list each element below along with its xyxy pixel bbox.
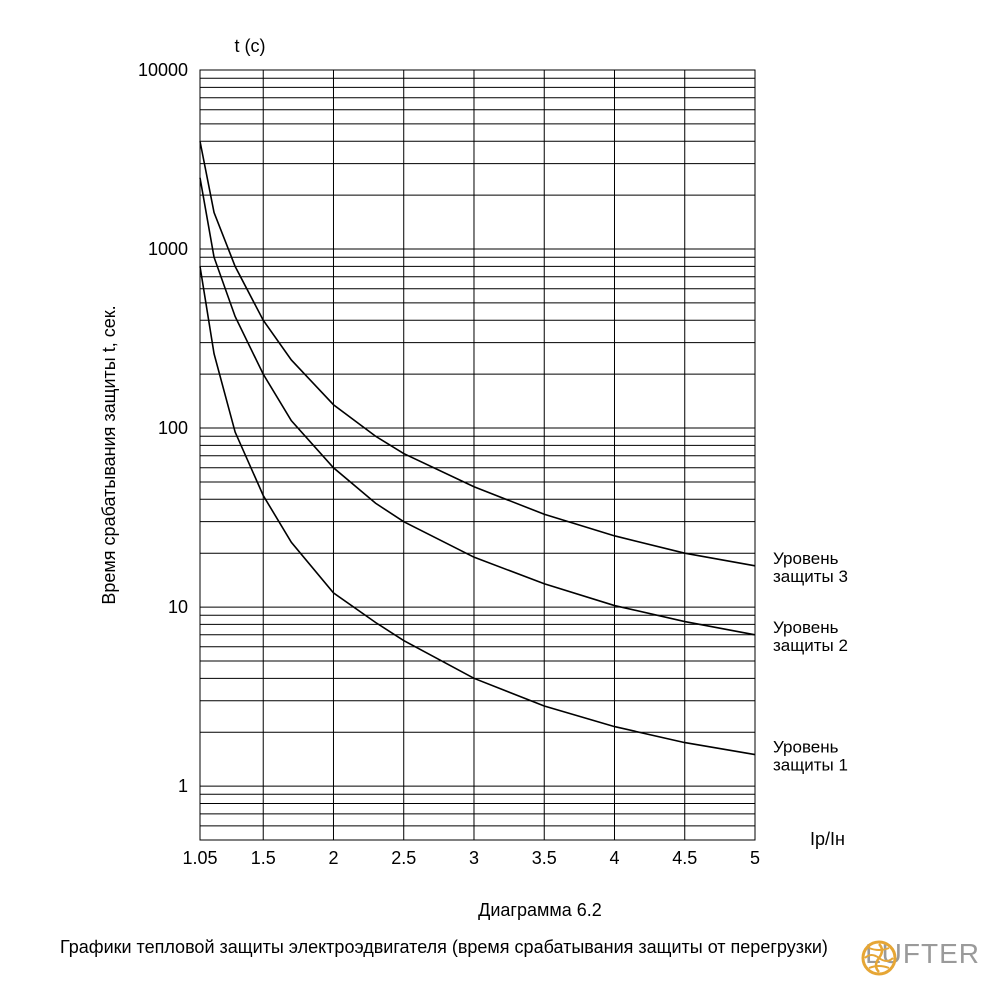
y-side-title: Время срабатывания защиты t, сек. xyxy=(99,305,119,604)
logo: LUFTER xyxy=(859,938,980,970)
plot-border xyxy=(200,70,755,840)
logo-icon xyxy=(859,938,899,978)
x-tick-label: 2.5 xyxy=(391,848,416,868)
x-tick-label: 4 xyxy=(609,848,619,868)
curve-label-level2: защиты 2 xyxy=(773,636,848,655)
x-tick-label: 1.5 xyxy=(251,848,276,868)
curve-level2 xyxy=(200,178,755,635)
y-tick-label: 1 xyxy=(178,776,188,796)
x-tick-label: 3 xyxy=(469,848,479,868)
chart-container: 1.05 1.5 2 2.5 3 3.5 4 4.5 5 1 10 100 1000 10000 t (c)… xyxy=(0,0,1000,1000)
y-tick-label: 100 xyxy=(158,418,188,438)
curve-label-level1: Уровень xyxy=(773,738,839,757)
y-tick-label: 10 xyxy=(168,597,188,617)
x-tick-label: 4.5 xyxy=(672,848,697,868)
x-tick-label: 3.5 xyxy=(532,848,557,868)
x-axis-title: Iр/Iн xyxy=(810,829,845,849)
diagram-caption: Графики тепловой защиты электроэдвигател… xyxy=(60,935,900,959)
curve-label-level3: защиты 3 xyxy=(773,567,848,586)
y-tick-label: 1000 xyxy=(148,239,188,259)
curve-level3 xyxy=(200,141,755,566)
y-tick-label: 10000 xyxy=(138,60,188,80)
curve-level1 xyxy=(200,266,755,754)
curve-label-level3: Уровень xyxy=(773,549,839,568)
diagram-title: Диаграмма 6.2 xyxy=(340,900,740,921)
y-top-title: t (c) xyxy=(235,36,266,56)
curve-label-level2: Уровень xyxy=(773,618,839,637)
chart-svg: 1.05 1.5 2 2.5 3 3.5 4 4.5 5 1 10 100 1000 10000 t (c)… xyxy=(0,0,1000,1000)
x-tick-label: 1.05 xyxy=(182,848,217,868)
curve-label-level1: защиты 1 xyxy=(773,756,848,775)
x-tick-label: 2 xyxy=(328,848,338,868)
x-tick-label: 5 xyxy=(750,848,760,868)
